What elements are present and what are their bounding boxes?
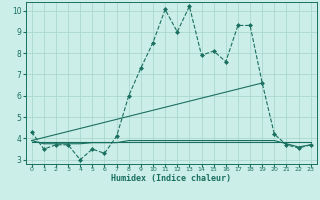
X-axis label: Humidex (Indice chaleur): Humidex (Indice chaleur) <box>111 174 231 183</box>
